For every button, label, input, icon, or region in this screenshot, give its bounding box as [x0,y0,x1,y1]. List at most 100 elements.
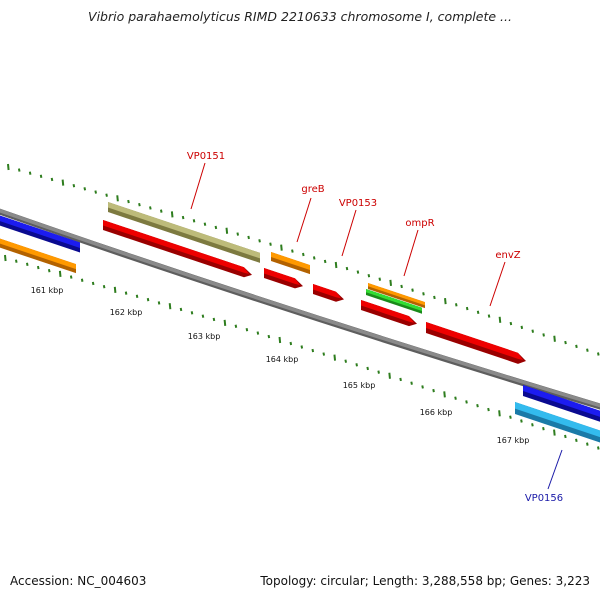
minor-tick [47,268,51,273]
major-tick [278,336,282,344]
minor-tick [83,187,87,191]
gene-labels: VP0151 greB VP0153 ompR envZ VP0156 [187,151,563,504]
major-tick [443,391,446,398]
minor-tick [378,277,382,281]
minor-tick [433,295,436,300]
major-tick [4,254,7,262]
minor-tick [454,396,457,400]
minor-tick [410,381,413,385]
minor-tick [586,442,589,446]
major-tick [7,163,10,171]
minor-tick [94,190,97,194]
minor-tick [465,400,468,404]
label-leader-vp0153 [341,209,357,257]
major-tick [553,429,556,436]
chromosome-backbone [0,208,600,410]
scale-label: 162 kbp [110,308,143,317]
major-tick [280,244,283,251]
minor-tick [291,249,294,253]
feature-blue-left [0,215,80,253]
minor-tick [203,222,207,226]
minor-tick [422,292,425,296]
minor-tick [564,340,567,345]
gene-arrow-vp0153 [313,284,344,302]
scale-label: 163 kbp [188,332,221,341]
minor-tick [575,344,578,349]
minor-tick [520,419,523,423]
minor-tick [72,184,76,188]
minor-tick [597,352,600,356]
minor-tick [28,171,32,175]
minor-tick [159,209,163,213]
minor-tick [25,262,29,267]
minor-tick [345,266,349,271]
minor-tick [234,324,238,328]
minor-tick [135,294,139,299]
minor-tick [356,270,360,274]
gene-arrow-vp0151 [103,220,252,278]
minor-tick [411,288,414,292]
feature-orange-left [0,238,76,274]
gene-arrow-greb [264,268,303,289]
gene-label-vp0156: VP0156 [525,493,563,504]
minor-tick [597,446,600,450]
minor-tick [157,301,161,305]
minor-tick [509,415,512,419]
scale-label: 165 kbp [343,381,376,390]
minor-tick [15,259,18,263]
minor-tick [366,366,369,371]
major-tick [225,227,229,234]
minor-tick [465,306,469,311]
major-tick [58,270,62,277]
minor-tick [69,275,73,279]
major-tick [389,279,393,286]
minor-tick [258,239,261,243]
minor-tick [586,348,589,352]
minor-tick [400,284,403,289]
minor-tick [367,273,371,278]
scale-labels: 161 kbp 162 kbp 163 kbp 164 kbp 165 kbp 166 k… [31,286,530,445]
feature-khaki-vp0151 [108,202,260,263]
major-tick [553,335,556,342]
gene-arrow-envz [426,322,526,364]
minor-tick [564,434,567,439]
minor-tick [214,225,218,230]
minor-tick [36,265,40,270]
major-tick [388,372,391,379]
major-tick [116,195,119,202]
major-tick [333,354,337,361]
minor-tick [91,281,95,286]
minor-tick [312,256,316,260]
backbone-line [0,208,600,408]
minor-tick [190,311,194,315]
feature-blue-right [523,385,600,422]
feature-track [0,202,600,443]
label-leader-greb [296,197,312,243]
minor-tick [377,370,380,374]
minor-tick [487,407,490,412]
minor-tick [146,297,150,302]
major-tick [170,211,174,218]
minor-tick [421,385,424,389]
scale-label: 164 kbp [266,355,299,364]
feature-green-ompr [366,289,422,314]
minor-tick [247,235,250,240]
minor-tick [127,199,130,204]
gene-label-vp0153: VP0153 [339,198,377,209]
minor-tick [323,259,327,264]
accession-text: Accession: NC_004603 [10,574,147,588]
minor-tick [105,193,108,197]
minor-tick [256,331,260,335]
gene-label-vp0151: VP0151 [187,151,225,162]
minor-tick [302,252,305,257]
inner-tick-row [4,254,600,450]
minor-tick [300,345,304,349]
minor-tick [201,314,205,318]
minor-tick [487,314,491,318]
minor-tick [509,321,513,326]
feature-cyan-vp0156 [515,402,600,443]
minor-tick [267,334,271,339]
minor-tick [575,438,578,442]
minor-tick [181,215,185,220]
